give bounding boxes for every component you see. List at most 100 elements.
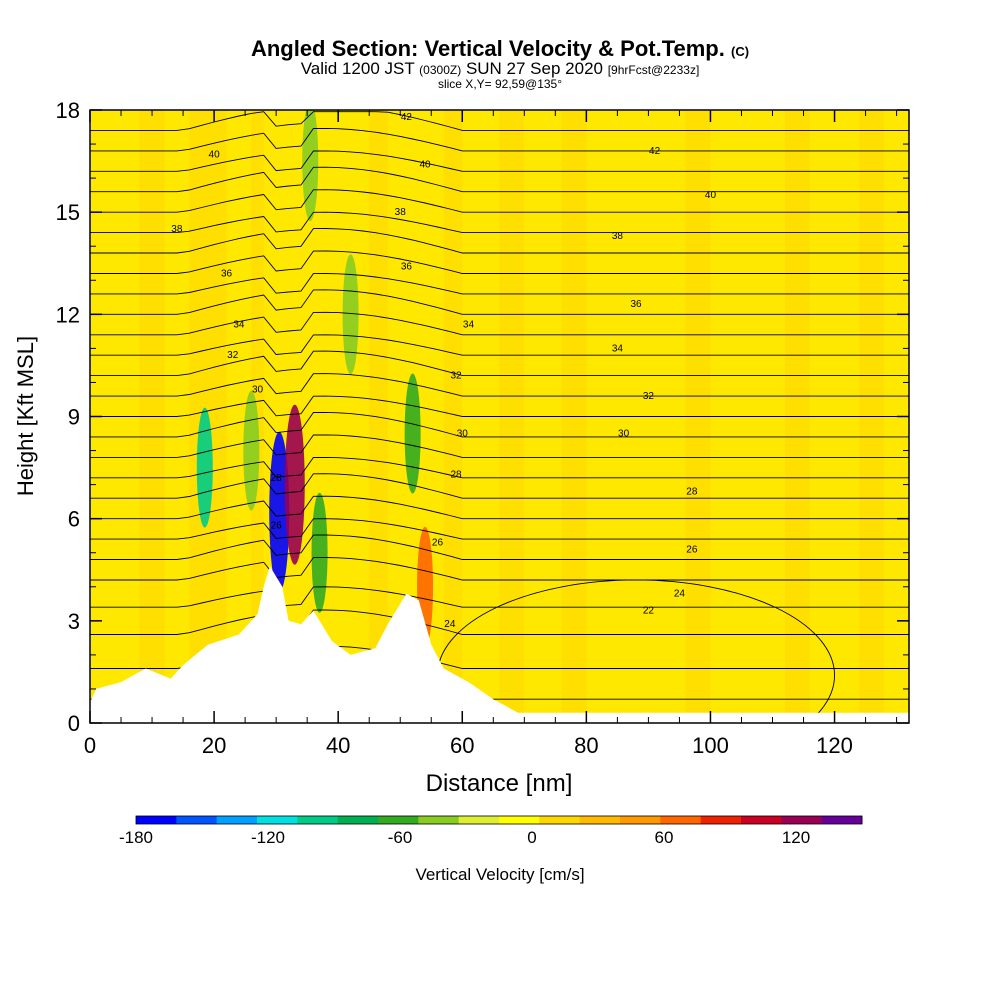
velocity-feature [311, 492, 328, 613]
x-tick-label: 0 [84, 733, 96, 758]
theta-contour-line [90, 166, 909, 193]
y-axis-label: Height [Kft MSL] [13, 336, 38, 496]
theta-contour-line [90, 456, 909, 479]
theta-contour-line [90, 495, 909, 520]
x-tick-label: 120 [816, 733, 853, 758]
colorbar-tick-label: -120 [251, 828, 285, 847]
y-tick-label: 18 [56, 98, 80, 123]
contour-label: 22 [643, 606, 655, 617]
y-tick-label: 9 [68, 405, 80, 430]
colorbar-swatch [539, 816, 581, 824]
contour-label: 40 [209, 149, 221, 160]
y-tick-label: 6 [68, 507, 80, 532]
forecast-info: [9hrFcst@2233z] [607, 63, 700, 77]
x-tick-label: 100 [692, 733, 729, 758]
colorbar-swatch [257, 816, 298, 824]
theta-contour-line [90, 127, 909, 152]
velocity-streak [369, 110, 388, 723]
y-tick-label: 15 [56, 200, 80, 225]
velocity-streak [443, 110, 463, 723]
theta-contour-line [90, 350, 909, 377]
contour-label: 40 [705, 190, 717, 201]
theta-contour-line [90, 150, 909, 172]
theta-contour-line [90, 609, 909, 635]
contour-label: 30 [618, 429, 630, 440]
theta-contour-line [90, 228, 909, 254]
theta-contour-line [90, 557, 909, 581]
contour-label: 32 [451, 371, 463, 382]
colorbar-swatch [660, 816, 702, 824]
contour-label: 24 [674, 589, 686, 600]
theta-contour-line [90, 473, 909, 499]
colorbar-swatch [821, 816, 863, 824]
colorbar-swatch [620, 816, 661, 824]
colorbar-swatch [297, 816, 339, 824]
contour-label: 34 [612, 343, 624, 354]
colorbar-tick-label: 60 [655, 828, 674, 847]
chart-title-text: Angled Section: Vertical Velocity & Pot.… [250, 36, 725, 61]
contour-label: 36 [630, 299, 642, 310]
x-tick-label: 80 [574, 733, 598, 758]
valid-date: SUN 27 Sep 2020 [465, 59, 603, 78]
slice-info: slice X,Y= 92,59@135° [437, 77, 563, 91]
contour-label: 28 [271, 473, 283, 484]
velocity-feature [404, 373, 421, 494]
velocity-feature [196, 407, 213, 528]
contour-label: 36 [221, 268, 233, 279]
colorbar-swatch [741, 816, 782, 824]
contour-label: 26 [432, 538, 444, 549]
contour-label: 32 [227, 350, 239, 361]
terrain-profile [90, 566, 909, 723]
contour-label: 28 [686, 486, 698, 497]
contour-label: 42 [401, 112, 413, 123]
contour-label: 30 [457, 429, 469, 440]
velocity-feature [342, 254, 359, 375]
velocity-feature [269, 431, 290, 592]
terrain [90, 566, 909, 723]
theta-contour-line [90, 586, 909, 608]
colorbar-label: Vertical Velocity [cm/s] [415, 865, 584, 884]
colorbar-tick-label: 120 [782, 828, 810, 847]
valid-time: Valid 1200 JST [300, 59, 415, 78]
chart-title-mark: (C) [731, 44, 750, 59]
contour-label: 34 [463, 320, 475, 331]
theta-contour-line [90, 189, 909, 213]
contour-label: 30 [252, 384, 264, 395]
theta-contour-line [90, 250, 909, 274]
x-tick-label: 60 [450, 733, 474, 758]
theta-contour-line [90, 111, 909, 131]
colorbar-swatch [136, 816, 177, 824]
theta-contour-line [90, 373, 909, 397]
colorbar-frame [135, 815, 863, 825]
contour-label: 28 [451, 469, 463, 480]
contour-label: 40 [419, 159, 431, 170]
chart-title: Angled Section: Vertical Velocity & Pot.… [0, 36, 1000, 62]
colorbar-tick-label: 0 [527, 828, 536, 847]
theta-contour-line [90, 334, 909, 356]
colorbar-swatch [499, 816, 540, 824]
theta-contour-line [90, 211, 909, 234]
chart-subtitle: Valid 1200 JST (0300Z) SUN 27 Sep 2020 [… [0, 59, 1000, 79]
contour-label: 24 [444, 619, 456, 630]
y-tick-label: 3 [68, 609, 80, 634]
colorbar-swatch [176, 816, 218, 824]
valid-zulu: (0300Z) [419, 63, 462, 77]
colorbar-swatch [781, 816, 823, 824]
contour-label: 42 [649, 146, 661, 157]
contour-label: 38 [395, 207, 407, 218]
contour-label: 32 [643, 391, 655, 402]
x-tick-label: 20 [202, 733, 226, 758]
contour-labels: 22 24 24 26 26 26 28 28 28 30 30 30 32 32 32 34 34 34 36 36… [171, 112, 716, 630]
contour-label: 34 [233, 320, 245, 331]
colorbar-swatch [216, 816, 258, 824]
theta-contour-line [90, 273, 909, 295]
x-axis-label: Distance [nm] [426, 770, 573, 797]
theta-contour-line [90, 289, 909, 315]
colorbar-swatch [700, 816, 742, 824]
contour-label: 36 [401, 262, 413, 273]
velocity-feature [284, 404, 305, 565]
theta-contour-line [90, 534, 909, 560]
colorbar-swatch [378, 816, 419, 824]
